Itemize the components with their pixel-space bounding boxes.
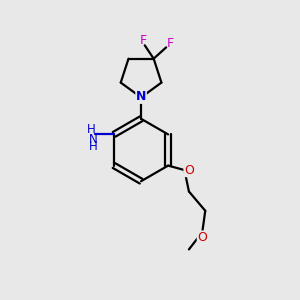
Text: N: N <box>136 90 146 103</box>
Text: O: O <box>184 164 194 177</box>
Text: N: N <box>89 133 98 146</box>
Text: H: H <box>89 140 98 153</box>
Text: H: H <box>87 123 95 136</box>
Text: F: F <box>167 37 174 50</box>
Text: O: O <box>197 231 207 244</box>
Text: F: F <box>140 34 147 47</box>
